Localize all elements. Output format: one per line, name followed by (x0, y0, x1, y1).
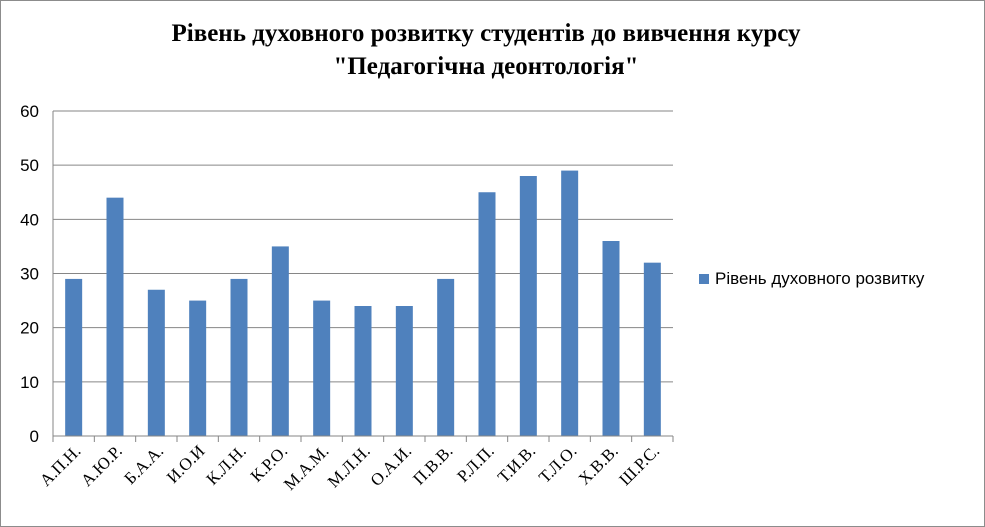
bar (106, 197, 124, 436)
x-tick-label: Х.В.В. (575, 441, 622, 488)
x-tick-label: И.О.И (163, 441, 208, 486)
y-tick-label: 40 (20, 210, 39, 229)
bar (519, 176, 537, 436)
bar (561, 170, 579, 437)
x-tick-label: М.Л.Н. (324, 441, 374, 491)
x-tick-label: Т.И.В. (494, 441, 539, 486)
bar (65, 278, 83, 436)
bar (437, 278, 455, 436)
x-tick-label: Т.Л.О. (535, 441, 580, 486)
bar (189, 300, 207, 436)
x-tick-label: П.В.В. (409, 441, 456, 488)
y-tick-label: 20 (20, 319, 39, 338)
bar (354, 306, 372, 436)
x-tick-label: А.Ю.Р. (77, 441, 126, 490)
bar (395, 306, 413, 436)
x-tick-label: О.А.И. (367, 441, 416, 490)
y-tick-label: 30 (20, 265, 39, 284)
bar (643, 262, 661, 436)
x-tick-label: А.П.Н. (36, 441, 85, 490)
y-tick-label: 50 (20, 156, 39, 175)
bar (478, 192, 496, 436)
y-tick-label: 60 (20, 102, 39, 121)
x-tick-label: Б.А.А. (120, 441, 167, 488)
x-tick-label: К.Л.Н. (203, 441, 250, 488)
x-tick-label: Р.Л.П. (453, 441, 497, 485)
chart-title-line-1: Рівень духовного розвитку студентів до в… (171, 20, 801, 47)
chart-title-line-2: "Педагогічна деонтологія" (333, 53, 639, 80)
legend: Рівень духовного розвитку (699, 269, 924, 289)
bar (230, 278, 248, 436)
y-tick-label: 10 (20, 373, 39, 392)
bar (147, 289, 165, 436)
chart-title: Рівень духовного розвитку студентів до в… (1, 17, 971, 83)
x-tick-label: Ш.Р.С. (615, 441, 663, 489)
bar (271, 246, 289, 436)
bar (602, 241, 620, 436)
x-tick-label: М.А.М. (280, 441, 333, 494)
legend-swatch (699, 274, 709, 284)
y-tick-label: 0 (30, 427, 39, 446)
legend-label: Рівень духовного розвитку (715, 269, 925, 288)
bar (313, 300, 331, 436)
